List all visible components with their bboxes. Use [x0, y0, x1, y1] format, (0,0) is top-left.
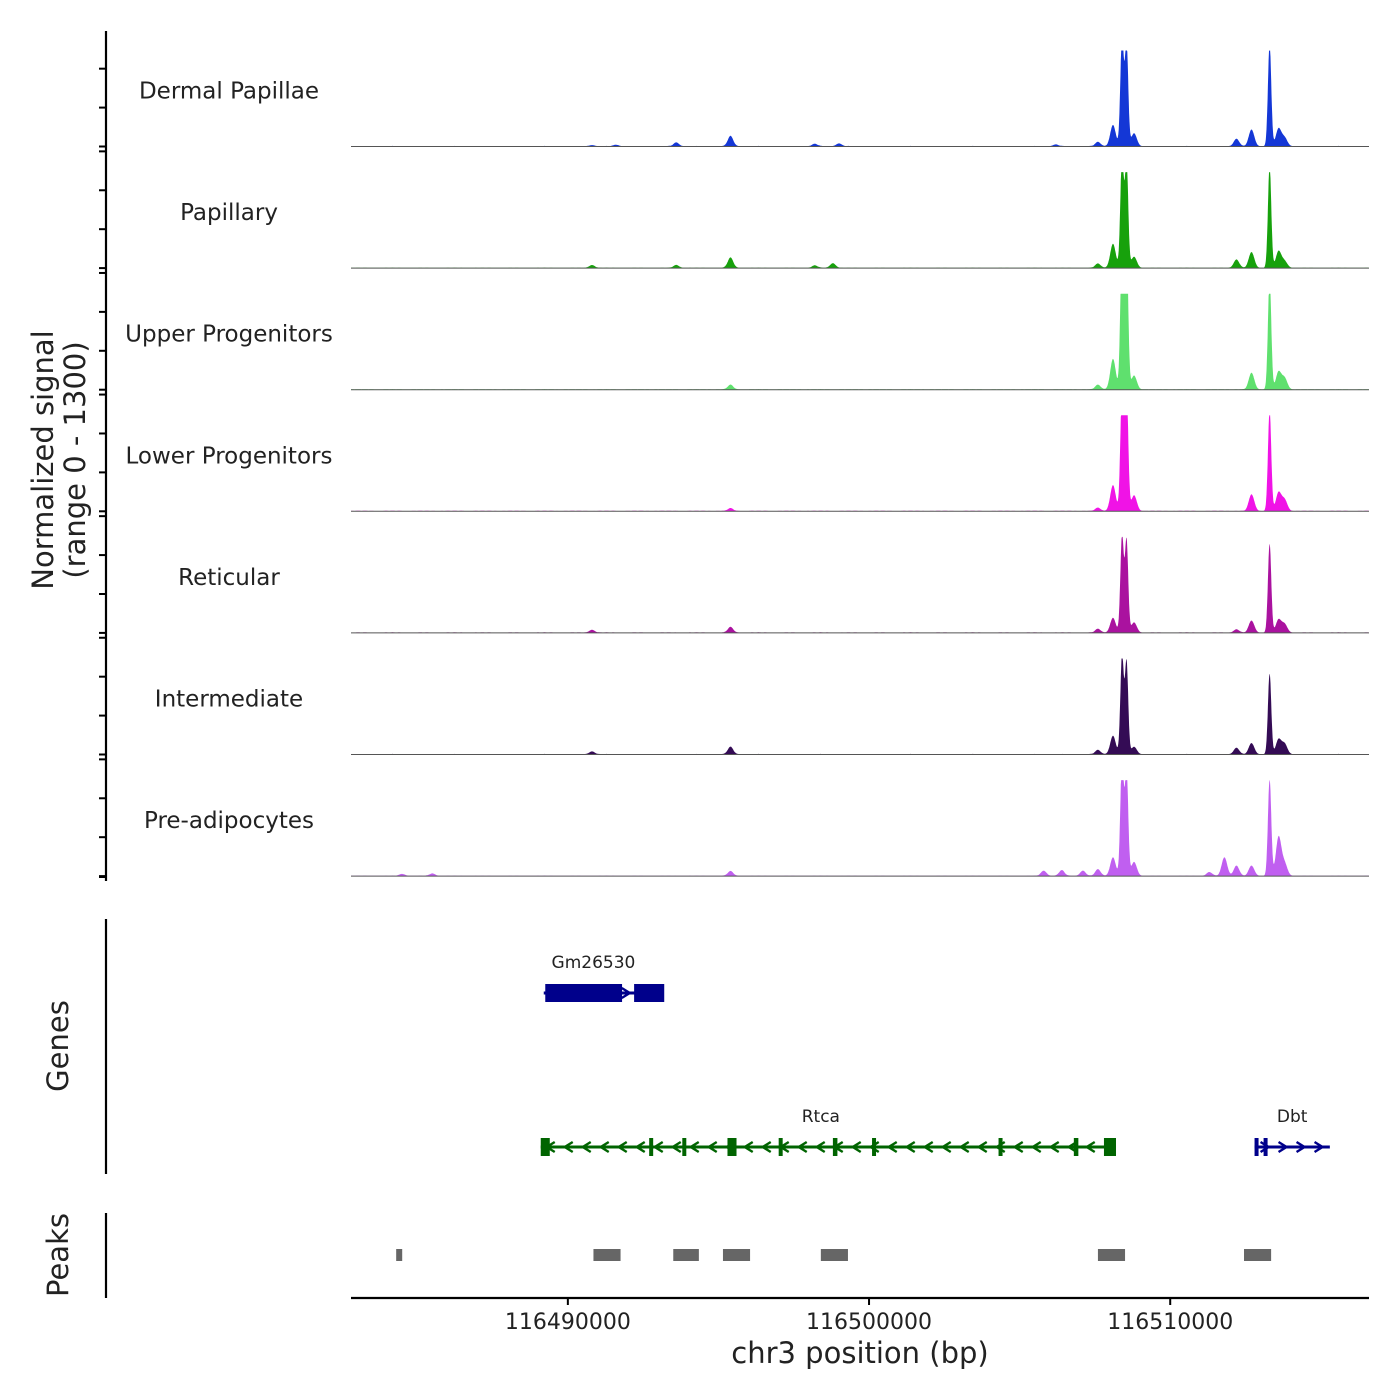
coverage-panel: Dermal Papillae Papillary Upper Progenitor…: [26, 31, 1369, 881]
x-axis-title: chr3 position (bp): [731, 1336, 988, 1370]
strand-chevron: [1048, 1140, 1060, 1154]
exon: [545, 984, 623, 1002]
strand-chevron: [688, 1140, 700, 1154]
exon: [649, 1138, 654, 1156]
strand-chevron: [868, 1140, 880, 1154]
exon: [1263, 1138, 1268, 1156]
peak-region: [1097, 1249, 1126, 1261]
coverage-tracks: Dermal Papillae Papillary Upper Progenitor…: [125, 50, 1369, 877]
strand-chevron: [1313, 1140, 1325, 1154]
track-intermediate: Intermediate: [155, 658, 1369, 755]
genes-y-axis-title: Genes: [41, 1000, 75, 1092]
track-label: Dermal Papillae: [139, 79, 319, 105]
exon: [727, 1138, 737, 1156]
track-reticular: Reticular: [178, 536, 1369, 634]
exon: [1103, 1138, 1117, 1156]
gene-label: Gm26530: [552, 953, 636, 973]
strand-chevron: [796, 1140, 808, 1154]
track-lower-progenitors: Lower Progenitors: [126, 415, 1369, 512]
x-tick-label: 116510000: [1107, 1310, 1233, 1335]
exon: [998, 1138, 1003, 1156]
strand-chevron: [1295, 1140, 1307, 1154]
coverage-y-ticks: [99, 67, 106, 878]
track-label: Upper Progenitors: [125, 322, 333, 348]
coverage-y-axis-title-line-1: Normalized signal: [26, 330, 60, 589]
strand-chevron: [742, 1140, 754, 1154]
peak-region: [1244, 1249, 1272, 1261]
exon: [1254, 1138, 1259, 1156]
strand-chevron: [904, 1140, 916, 1154]
gene-label: Rtca: [802, 1107, 840, 1127]
x-tick-label: 116490000: [505, 1310, 631, 1335]
track-dermal-papillae: Dermal Papillae: [139, 50, 1369, 147]
strand-chevron: [1259, 1140, 1271, 1154]
exon: [540, 1138, 550, 1156]
exon: [1073, 1138, 1079, 1156]
track-label: Reticular: [178, 565, 280, 591]
track-pre-adipocytes: Pre-adipocytes: [144, 780, 1369, 877]
signal-area: [351, 293, 1369, 390]
strand-chevron: [670, 1140, 682, 1154]
track-upper-progenitors: Upper Progenitors: [125, 293, 1369, 391]
exon: [832, 1138, 838, 1156]
x-axis: 116490000 116500000 116510000 chr3 positio…: [351, 1296, 1369, 1370]
strand-chevron: [958, 1140, 970, 1154]
signal-area: [351, 172, 1369, 269]
signal-area: [351, 536, 1369, 633]
gene-models: Gm26530 Rtca Dbt: [540, 953, 1330, 1156]
x-tick-label: 116500000: [806, 1310, 932, 1335]
peak-region: [396, 1249, 403, 1261]
exon: [778, 1138, 783, 1156]
strand-chevron: [580, 1140, 592, 1154]
coverage-y-axis-title-line-2: (range 0 - 1300): [58, 341, 92, 578]
strand-chevron: [976, 1140, 988, 1154]
peaks-panel: Peaks: [41, 1213, 1272, 1298]
track-label: Papillary: [180, 200, 278, 226]
exon: [682, 1138, 687, 1156]
signal-area: [351, 658, 1369, 755]
signal-area: [351, 50, 1369, 147]
peak-region: [820, 1249, 848, 1261]
track-label: Lower Progenitors: [126, 443, 333, 469]
strand-chevron: [634, 1140, 646, 1154]
strand-chevron: [922, 1140, 934, 1154]
gene-gm26530: Gm26530: [543, 953, 665, 1002]
strand-chevron: [1084, 1140, 1096, 1154]
exon: [634, 984, 665, 1002]
x-ticks: 116490000 116500000 116510000: [505, 1298, 1233, 1335]
strand-chevron: [1277, 1140, 1289, 1154]
strand-chevron: [886, 1140, 898, 1154]
strand-chevron: [760, 1140, 772, 1154]
gene-dbt: Dbt: [1254, 1107, 1330, 1156]
peak-region: [673, 1249, 699, 1261]
track-label: Pre-adipocytes: [144, 808, 314, 834]
strand-chevron: [652, 1140, 664, 1154]
strand-chevron: [814, 1140, 826, 1154]
strand-chevron: [1030, 1140, 1042, 1154]
exon: [872, 1138, 877, 1156]
strand-chevron: [940, 1140, 952, 1154]
gene-label: Dbt: [1277, 1107, 1308, 1127]
peak-regions: [396, 1249, 1272, 1261]
gene-rtca: Rtca: [540, 1107, 1117, 1156]
strand-chevron: [562, 1140, 574, 1154]
strand-chevron: [1012, 1140, 1024, 1154]
strand-chevron: [706, 1140, 718, 1154]
peak-region: [593, 1249, 621, 1261]
genes-panel: Genes Gm26530 Rtca Dbt: [41, 919, 1330, 1174]
strand-chevron: [850, 1140, 862, 1154]
peak-region: [722, 1249, 751, 1261]
track-label: Intermediate: [155, 687, 303, 713]
track-papillary: Papillary: [180, 172, 1369, 269]
signal-area: [351, 780, 1369, 877]
strand-chevron: [621, 986, 633, 1000]
strand-chevron: [616, 1140, 628, 1154]
strand-chevron: [598, 1140, 610, 1154]
peaks-y-axis-title: Peaks: [41, 1213, 75, 1297]
signal-area: [351, 415, 1369, 512]
